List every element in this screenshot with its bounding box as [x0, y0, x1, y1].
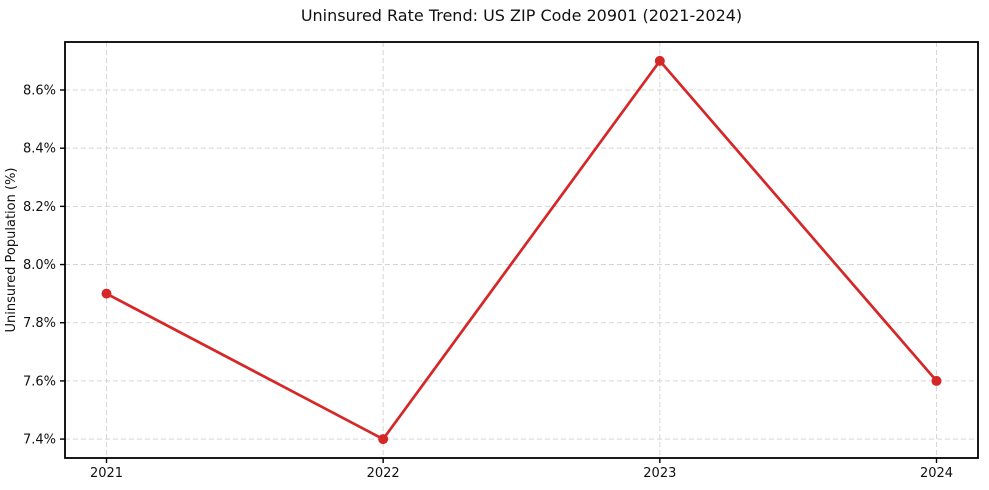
plot-border — [64, 41, 979, 459]
chart-title: Uninsured Rate Trend: US ZIP Code 20901 … — [300, 6, 743, 25]
x-tick-label-2024: 2024 — [920, 466, 953, 481]
data-point-marker-2021 — [101, 288, 112, 299]
x-tick-label-2021: 2021 — [90, 466, 123, 481]
y-tick-label-7.6%: 7.6% — [23, 374, 56, 389]
grid-layer — [65, 42, 978, 458]
axis-layer: 2021 2022 2023 2024 7.4% 7.6% 7.8% 8.0% 8.2% 8.4%… — [23, 41, 979, 481]
y-tick-label-8.2%: 8.2% — [23, 200, 56, 215]
y-tick-label-8.4%: 8.4% — [23, 142, 56, 157]
data-point-marker-2022 — [378, 434, 389, 445]
trend-line — [105, 59, 938, 441]
y-tick-label-8.0%: 8.0% — [23, 258, 56, 273]
trend-line-layer — [101, 55, 942, 445]
y-tick-label-8.6%: 8.6% — [23, 84, 56, 99]
data-point-marker-2024 — [931, 375, 942, 386]
y-tick-label-7.8%: 7.8% — [23, 316, 56, 331]
y-axis-label: Uninsured Population (%) — [4, 168, 19, 333]
y-tick-label-7.4%: 7.4% — [23, 433, 56, 448]
x-tick-label-2022: 2022 — [367, 466, 400, 481]
data-point-marker-2023 — [654, 55, 665, 66]
x-tick-label-2023: 2023 — [643, 466, 676, 481]
